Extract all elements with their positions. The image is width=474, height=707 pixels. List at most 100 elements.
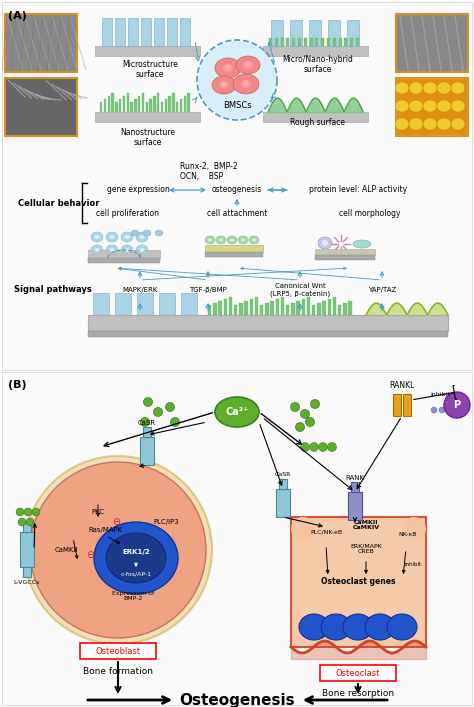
Ellipse shape xyxy=(310,443,319,452)
Ellipse shape xyxy=(216,236,226,244)
Bar xyxy=(309,20,321,46)
Bar xyxy=(348,492,362,520)
Bar xyxy=(142,93,144,112)
Ellipse shape xyxy=(219,238,223,242)
Bar xyxy=(348,301,352,315)
Bar xyxy=(298,38,301,46)
Ellipse shape xyxy=(165,402,174,411)
Bar xyxy=(393,394,401,416)
Text: Microstructure
surface: Microstructure surface xyxy=(122,60,178,79)
Ellipse shape xyxy=(139,235,145,239)
Bar xyxy=(88,315,448,331)
Ellipse shape xyxy=(245,62,251,66)
Bar xyxy=(396,78,468,136)
Bar xyxy=(180,18,190,46)
Ellipse shape xyxy=(318,237,332,249)
Bar xyxy=(265,303,269,315)
Bar xyxy=(115,293,131,315)
Text: Nanostructure
surface: Nanostructure surface xyxy=(120,128,175,147)
Ellipse shape xyxy=(212,76,236,94)
Bar xyxy=(20,532,34,567)
Ellipse shape xyxy=(295,423,304,431)
Bar xyxy=(138,96,140,112)
Bar xyxy=(127,93,129,112)
Text: P: P xyxy=(454,400,461,410)
Ellipse shape xyxy=(353,240,371,248)
Bar xyxy=(350,38,353,46)
Ellipse shape xyxy=(94,522,178,594)
Ellipse shape xyxy=(143,230,151,236)
Ellipse shape xyxy=(125,248,129,252)
Bar xyxy=(234,305,237,315)
Bar xyxy=(80,643,156,659)
Bar xyxy=(255,297,258,315)
Text: CaMKII
CaMKIV: CaMKII CaMKIV xyxy=(353,520,380,530)
Ellipse shape xyxy=(227,236,237,244)
Ellipse shape xyxy=(306,418,315,426)
Text: CaMKII: CaMKII xyxy=(54,547,78,553)
Bar xyxy=(23,522,31,532)
Bar xyxy=(333,297,336,315)
Ellipse shape xyxy=(140,418,149,426)
Bar xyxy=(328,299,331,315)
Bar xyxy=(5,78,77,136)
Bar xyxy=(149,99,152,112)
Text: inhibit: inhibit xyxy=(404,563,421,568)
Bar xyxy=(250,299,253,315)
Text: ⊕: ⊕ xyxy=(119,537,127,547)
Ellipse shape xyxy=(94,248,100,252)
Bar xyxy=(338,38,342,46)
Bar xyxy=(130,102,133,112)
Bar xyxy=(5,14,77,72)
Ellipse shape xyxy=(18,518,26,526)
Bar xyxy=(180,99,182,112)
Bar xyxy=(205,245,263,252)
Bar xyxy=(146,102,148,112)
Text: c-fos/AP-1: c-fos/AP-1 xyxy=(120,571,152,576)
Bar xyxy=(310,38,312,46)
Ellipse shape xyxy=(233,74,259,94)
Bar xyxy=(291,303,295,315)
Ellipse shape xyxy=(439,407,445,413)
Ellipse shape xyxy=(16,508,24,516)
Ellipse shape xyxy=(106,245,118,255)
Text: Osteoclast genes: Osteoclast genes xyxy=(321,578,395,587)
Bar xyxy=(143,427,151,437)
Bar xyxy=(307,297,310,315)
Bar xyxy=(296,301,300,315)
Bar xyxy=(292,38,295,46)
Bar xyxy=(157,93,159,112)
Ellipse shape xyxy=(208,238,212,242)
Bar xyxy=(279,479,287,489)
Bar xyxy=(396,78,468,136)
Bar xyxy=(271,20,283,46)
Ellipse shape xyxy=(301,443,310,452)
Text: cell proliferation: cell proliferation xyxy=(97,209,159,218)
Bar xyxy=(2,2,472,370)
Ellipse shape xyxy=(252,238,256,242)
Ellipse shape xyxy=(24,456,212,644)
Bar xyxy=(205,252,263,257)
Text: ⊖: ⊖ xyxy=(112,517,120,527)
Text: (B): (B) xyxy=(8,380,27,390)
Ellipse shape xyxy=(437,118,451,130)
Bar xyxy=(95,112,200,122)
Text: Signal pathways: Signal pathways xyxy=(14,286,92,295)
Text: MAPK/ERK: MAPK/ERK xyxy=(122,287,158,293)
Ellipse shape xyxy=(32,508,40,516)
Ellipse shape xyxy=(121,232,133,242)
Text: YAP/TAZ: YAP/TAZ xyxy=(368,287,396,293)
Bar xyxy=(167,18,177,46)
Ellipse shape xyxy=(444,392,470,418)
Ellipse shape xyxy=(238,236,248,244)
Ellipse shape xyxy=(423,100,437,112)
Bar xyxy=(111,93,114,112)
Bar xyxy=(286,38,290,46)
Text: L-VGCCs: L-VGCCs xyxy=(14,580,40,585)
Ellipse shape xyxy=(225,64,231,69)
Ellipse shape xyxy=(321,614,351,640)
Bar xyxy=(403,394,411,416)
Bar xyxy=(315,249,375,255)
Bar xyxy=(102,18,112,46)
Ellipse shape xyxy=(409,82,423,94)
